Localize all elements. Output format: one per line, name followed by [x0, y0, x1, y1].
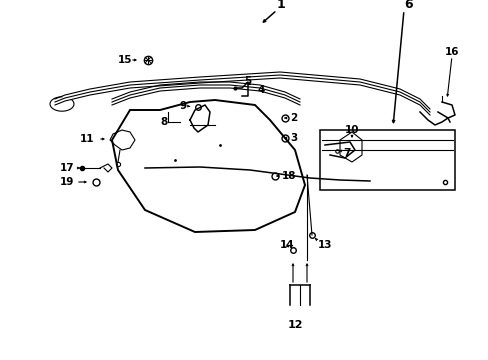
Text: 4: 4	[258, 85, 265, 95]
Text: 10: 10	[344, 125, 359, 135]
Text: 7: 7	[342, 148, 350, 158]
Text: 3: 3	[289, 133, 297, 143]
Text: 11: 11	[80, 134, 94, 144]
Text: 12: 12	[286, 320, 302, 330]
Text: 9: 9	[180, 101, 187, 111]
Text: 19: 19	[60, 177, 74, 187]
Text: 16: 16	[444, 47, 458, 57]
Text: 2: 2	[289, 113, 297, 123]
Text: 18: 18	[282, 171, 296, 181]
Text: 17: 17	[60, 163, 75, 173]
Text: 5: 5	[244, 76, 251, 86]
Text: 14: 14	[280, 240, 294, 250]
Text: 6: 6	[403, 0, 412, 12]
Text: 8: 8	[160, 117, 167, 127]
Text: 1: 1	[276, 0, 285, 12]
Text: 15: 15	[118, 55, 132, 65]
Text: 13: 13	[317, 240, 332, 250]
